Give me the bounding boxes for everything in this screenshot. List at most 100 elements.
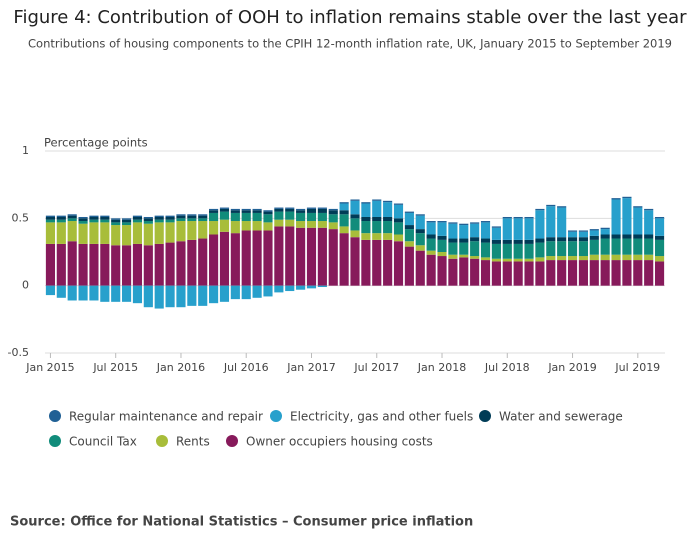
legend-label: Water and sewerage (499, 410, 623, 424)
bar-segment (89, 215, 99, 217)
bar-segment (633, 238, 643, 255)
bar-segment (372, 199, 382, 201)
bar-segment (45, 215, 56, 217)
bar-segment (546, 241, 556, 257)
bar-segment (176, 215, 186, 219)
bar-segment (198, 221, 208, 239)
bar-segment (219, 211, 230, 220)
bar-segment (654, 261, 665, 286)
bar-segment (350, 200, 360, 215)
bar-segment (393, 204, 404, 219)
bar-segment (263, 230, 273, 286)
bar-segment (317, 212, 327, 222)
bar-segment (89, 216, 99, 220)
bar-segment (100, 216, 110, 220)
bar-segment (187, 285, 197, 306)
bar-segment (567, 256, 578, 261)
bar-segment (263, 211, 273, 215)
bar-segment (154, 215, 164, 217)
bar-segment (306, 227, 317, 286)
bar-segment (600, 254, 610, 261)
bar-segment (393, 234, 404, 242)
legend-label: Council Tax (69, 435, 137, 449)
bar-segment (165, 219, 175, 223)
bar-segment (328, 222, 338, 230)
bar-segment (339, 203, 349, 211)
bar-segment (263, 285, 273, 297)
bar-segment (45, 285, 56, 296)
y-tick-label: 0.5 (12, 211, 30, 224)
x-tick-label: Jan 2017 (286, 361, 335, 374)
bar-segment (143, 245, 153, 286)
bar-segment (143, 223, 153, 246)
bar-segment (480, 222, 491, 239)
legend-marker (156, 435, 168, 447)
bar-segment (219, 207, 230, 209)
bar-segment (122, 245, 132, 286)
bar-segment (241, 210, 251, 213)
bar-segment (45, 222, 56, 244)
bar-segment (165, 222, 175, 243)
bar-segment (165, 215, 175, 217)
bar-segment (535, 257, 545, 262)
bar-segment (611, 260, 621, 286)
bar-segment (535, 210, 545, 239)
bar-segment (644, 260, 654, 286)
bar-segment (78, 218, 88, 222)
bar-segment (600, 234, 610, 239)
bar-segment (296, 212, 306, 222)
x-tick-label: Jul 2017 (353, 361, 399, 374)
bar-segment (176, 221, 186, 242)
bar-segment (372, 221, 382, 234)
bar-segment (654, 235, 665, 240)
bar-segment (524, 218, 534, 240)
bar-segment (415, 245, 425, 251)
bar-segment (654, 256, 665, 262)
source: Source: Office for National Statistics –… (10, 515, 473, 530)
bar-segment (274, 211, 284, 220)
bar-segment (111, 225, 121, 246)
bar-segment (89, 222, 99, 244)
bar-segment (557, 207, 567, 238)
bar-segment (219, 219, 230, 232)
bar-segment (546, 206, 556, 238)
bar-segment (491, 243, 501, 259)
bar-segment (600, 229, 610, 235)
bar-segment (535, 242, 545, 258)
bar-segment (252, 208, 262, 211)
bar-segment (535, 261, 545, 286)
bar-segment (633, 206, 643, 208)
bar-segment (296, 221, 306, 228)
bar-segment (198, 214, 208, 216)
bar-segment (198, 285, 208, 306)
bar-segment (437, 252, 447, 257)
bar-segment (546, 204, 556, 207)
bar-segment (274, 226, 284, 286)
bar-segment (611, 234, 621, 239)
bar-segment (296, 227, 306, 286)
bar-segment (404, 229, 414, 242)
bar-segment (426, 238, 436, 251)
bar-segment (459, 225, 469, 239)
bar-segment (176, 218, 186, 222)
bar-segment (470, 256, 480, 259)
bar-segment (285, 219, 295, 227)
bar-segment (546, 260, 556, 286)
chart-subtitle: Contributions of housing components to t… (28, 37, 672, 51)
bar-segment (622, 196, 632, 199)
bar-segment (209, 234, 219, 286)
bar-segment (459, 238, 469, 243)
bar-segment (513, 216, 523, 219)
bar-segment (589, 254, 599, 261)
bar-segment (470, 223, 480, 238)
bar-segment (122, 219, 132, 223)
bar-segment (187, 221, 197, 240)
bar-segment (350, 230, 360, 238)
legend-marker (270, 410, 282, 422)
bar-segment (317, 221, 327, 228)
bar-segment (415, 215, 425, 230)
bar-segment (491, 226, 501, 228)
bar-segment (372, 239, 382, 286)
bar-segment (372, 200, 382, 217)
bar-segment (567, 237, 578, 242)
